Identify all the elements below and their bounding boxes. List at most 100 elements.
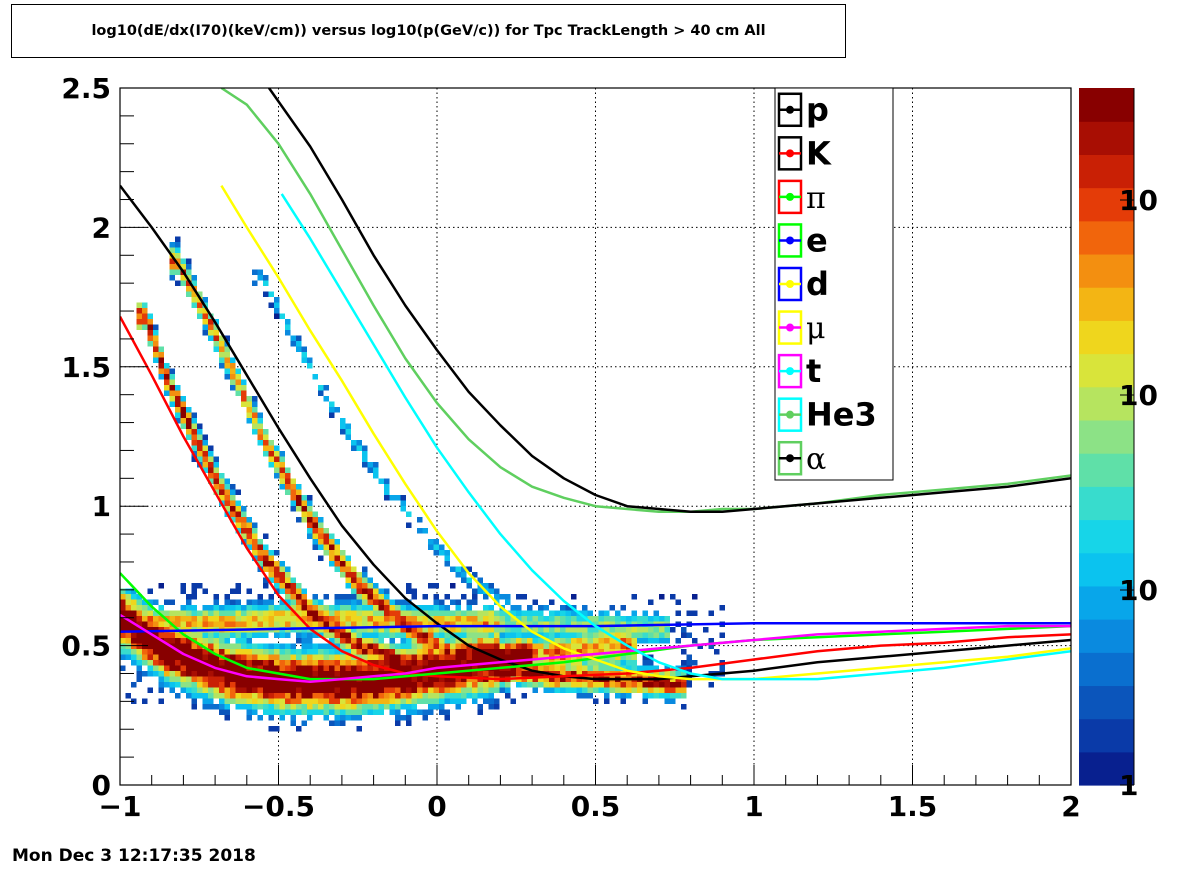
heatmap-cell — [340, 660, 346, 666]
heatmap-cell — [461, 698, 467, 704]
x-tick-label: 2 — [1061, 790, 1080, 823]
heatmap-cell — [455, 572, 461, 578]
y-tick-label: 0 — [92, 769, 111, 802]
heatmap-cell — [235, 665, 241, 671]
heatmap-cell — [301, 671, 307, 677]
heatmap-cell — [241, 698, 247, 704]
heatmap-cell — [312, 539, 318, 545]
heatmap-cell — [428, 649, 434, 655]
heatmap-cell — [395, 665, 401, 671]
heatmap-cell — [329, 555, 335, 561]
heatmap-cell — [642, 698, 648, 704]
heatmap-cell — [158, 363, 164, 369]
heatmap-cell — [257, 704, 263, 710]
heatmap-cell — [587, 665, 593, 671]
heatmap-cell — [483, 594, 489, 600]
heatmap-cell — [642, 687, 648, 693]
heatmap-cell — [208, 693, 214, 699]
tick-labels: −1 −0.5 0 0.5 1 1.5 200.511.522.5 — [61, 72, 1080, 823]
legend-swatch-marker — [786, 236, 794, 245]
heatmap-cell — [417, 687, 423, 693]
heatmap-cell — [609, 643, 615, 649]
heatmap-cell — [285, 649, 291, 655]
heatmap-cell — [290, 583, 296, 589]
heatmap-cell — [444, 550, 450, 556]
heatmap-cell — [444, 555, 450, 561]
heatmap-cell — [252, 423, 258, 429]
heatmap-cell — [296, 704, 302, 710]
heatmap-cell — [422, 643, 428, 649]
heatmap-cell — [142, 649, 148, 655]
heatmap-cell — [527, 671, 533, 677]
heatmap-cell — [329, 665, 335, 671]
heatmap-cell — [120, 627, 126, 633]
heatmap-cell — [257, 676, 263, 682]
heatmap-cell — [560, 627, 566, 633]
heatmap-cell — [213, 605, 219, 611]
curve-K — [120, 316, 1071, 681]
heatmap-cell — [274, 308, 280, 314]
heatmap-cell — [307, 517, 313, 523]
heatmap-cell — [125, 638, 131, 644]
heatmap-cell — [268, 715, 274, 721]
heatmap-cell — [433, 698, 439, 704]
heatmap-cell — [169, 275, 175, 281]
heatmap-cell — [219, 687, 225, 693]
heatmap-cell — [329, 544, 335, 550]
heatmap-cell — [532, 643, 538, 649]
heatmap-cell — [175, 242, 181, 248]
heatmap-cell — [637, 616, 643, 622]
heatmap-cell — [345, 555, 351, 561]
heatmap-cell — [153, 610, 159, 616]
heatmap-cell — [477, 682, 483, 688]
heatmap-cell — [279, 660, 285, 666]
heatmap-cell — [367, 462, 373, 468]
heatmap-cell — [340, 616, 346, 622]
heatmap-cell — [120, 632, 126, 638]
heatmap-cell — [257, 423, 263, 429]
heatmap-cell — [516, 682, 522, 688]
heatmap-cell — [631, 638, 637, 644]
heatmap-cell — [318, 539, 324, 545]
heatmap-cell — [186, 280, 192, 286]
heatmap-cell — [378, 698, 384, 704]
heatmap-cell — [274, 709, 280, 715]
heatmap-cell — [538, 643, 544, 649]
heatmap-cell — [340, 704, 346, 710]
heatmap-cell — [345, 621, 351, 627]
heatmap-cell — [400, 610, 406, 616]
heatmap-cell — [532, 616, 538, 622]
heatmap-cell — [472, 654, 478, 660]
heatmap-cell — [224, 368, 230, 374]
heatmap-cell — [224, 621, 230, 627]
heatmap-cell — [444, 709, 450, 715]
heatmap-cell — [175, 269, 181, 275]
heatmap-cell — [120, 616, 126, 622]
heatmap-cell — [197, 445, 203, 451]
heatmap-cell — [373, 467, 379, 473]
heatmap-cell — [444, 616, 450, 622]
heatmap-cell — [642, 693, 648, 699]
heatmap-cell — [125, 599, 131, 605]
heatmap-cell — [571, 682, 577, 688]
heatmap-cell — [400, 660, 406, 666]
heatmap-cell — [422, 627, 428, 633]
heatmap-cell — [175, 407, 181, 413]
heatmap-cell — [351, 704, 357, 710]
heatmap-cell — [202, 676, 208, 682]
heatmap-cell — [384, 682, 390, 688]
heatmap-cell — [521, 660, 527, 666]
heatmap-cell — [252, 550, 258, 556]
heatmap-cell — [356, 627, 362, 633]
heatmap-cell — [521, 638, 527, 644]
heatmap-cell — [301, 506, 307, 512]
heatmap-cell — [252, 682, 258, 688]
heatmap-cell — [395, 715, 401, 721]
heatmap-cell — [142, 308, 148, 314]
heatmap-cell — [296, 649, 302, 655]
heatmap-cell — [406, 643, 412, 649]
heatmap-cell — [439, 544, 445, 550]
heatmap-cell — [224, 632, 230, 638]
heatmap-cell — [164, 676, 170, 682]
heatmap-cell — [307, 528, 313, 534]
